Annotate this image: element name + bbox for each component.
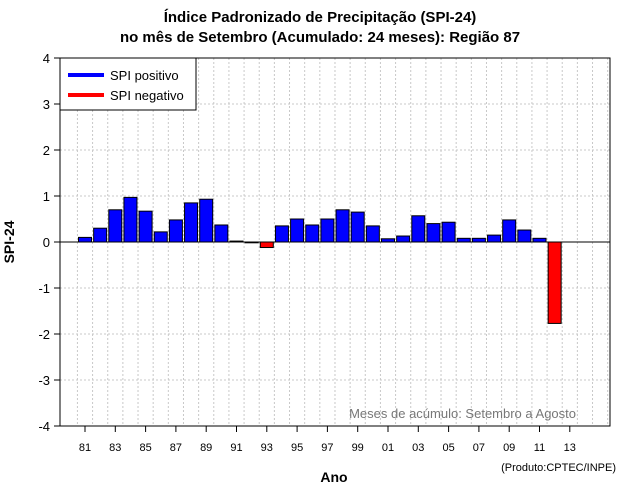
x-tick-label: 99 [352,442,364,454]
bar-1997 [320,218,335,243]
bar-1990 [214,224,229,243]
bar-1984 [123,196,138,243]
x-tick-label: 13 [564,442,576,454]
x-tick-label: 89 [200,442,212,454]
y-tick-label: 1 [43,189,50,204]
bar-2009 [502,219,517,243]
x-tick-label: 87 [170,442,182,454]
bar-1995 [290,218,305,243]
bar-1983 [108,209,123,243]
bar-1981 [78,236,92,243]
y-tick-label: 4 [43,51,50,66]
legend-label: SPI positivo [110,68,179,83]
chart-title-line2: no mês de Setembro (Acumulado: 24 meses)… [119,29,521,46]
product-credit: (Produto:CPTEC/INPE) [501,462,616,474]
bar-1998 [335,209,350,243]
bar-1986 [153,231,168,243]
bar-2008 [487,234,502,243]
bar-1999 [350,211,365,243]
y-tick-label: 3 [43,97,50,112]
bar-1987 [168,219,183,243]
bar-2003 [411,215,426,243]
bar-2007 [471,237,486,243]
x-tick-label: 09 [503,442,515,454]
x-tick-label: 85 [139,442,151,454]
bar-2012 [547,241,562,324]
y-tick-label: 0 [43,235,50,250]
bar-1991 [229,240,244,243]
bar-1985 [138,210,153,243]
annotation-text: Meses de acúmulo: Setembro a Agosto [349,406,576,421]
y-tick-label: -4 [38,419,50,434]
x-tick-label: 01 [382,442,394,454]
x-tick-label: 11 [534,442,545,454]
x-tick-label: 95 [291,442,303,454]
y-tick-label: 2 [43,143,50,158]
y-tick-label: -1 [38,281,50,296]
legend-label: SPI negativo [110,88,184,103]
bar-1993 [259,241,274,249]
x-axis-label: Ano [320,469,347,485]
bar-2006 [456,237,471,243]
x-tick-label: 93 [261,442,273,454]
bar-1992 [244,241,259,244]
x-tick-label: 05 [442,442,454,454]
legend-box [59,57,197,111]
x-tick-label: 81 [79,442,91,454]
x-tick-label: 83 [109,442,121,454]
bar-1988 [184,202,199,243]
bar-1989 [199,198,214,243]
x-tick-label: 97 [321,442,333,454]
bar-1982 [93,227,108,243]
bar-2011 [532,237,547,243]
chart-title-line1: Índice Padronizado de Precipitação (SPI-… [163,9,477,26]
bar-1994 [274,225,289,243]
bar-2001 [381,238,395,243]
bar-2010 [517,229,532,243]
y-tick-label: -2 [38,327,50,342]
y-tick-label: -3 [38,373,50,388]
bar-2005 [441,221,456,243]
x-tick-label: 07 [473,442,485,454]
bar-2002 [396,235,411,243]
x-tick-label: 03 [412,442,424,454]
x-tick-label: 91 [230,442,242,454]
bar-2004 [426,223,441,243]
bar-2000 [365,225,380,243]
bar-1996 [305,224,320,243]
y-axis-label: SPI-24 [1,220,17,263]
